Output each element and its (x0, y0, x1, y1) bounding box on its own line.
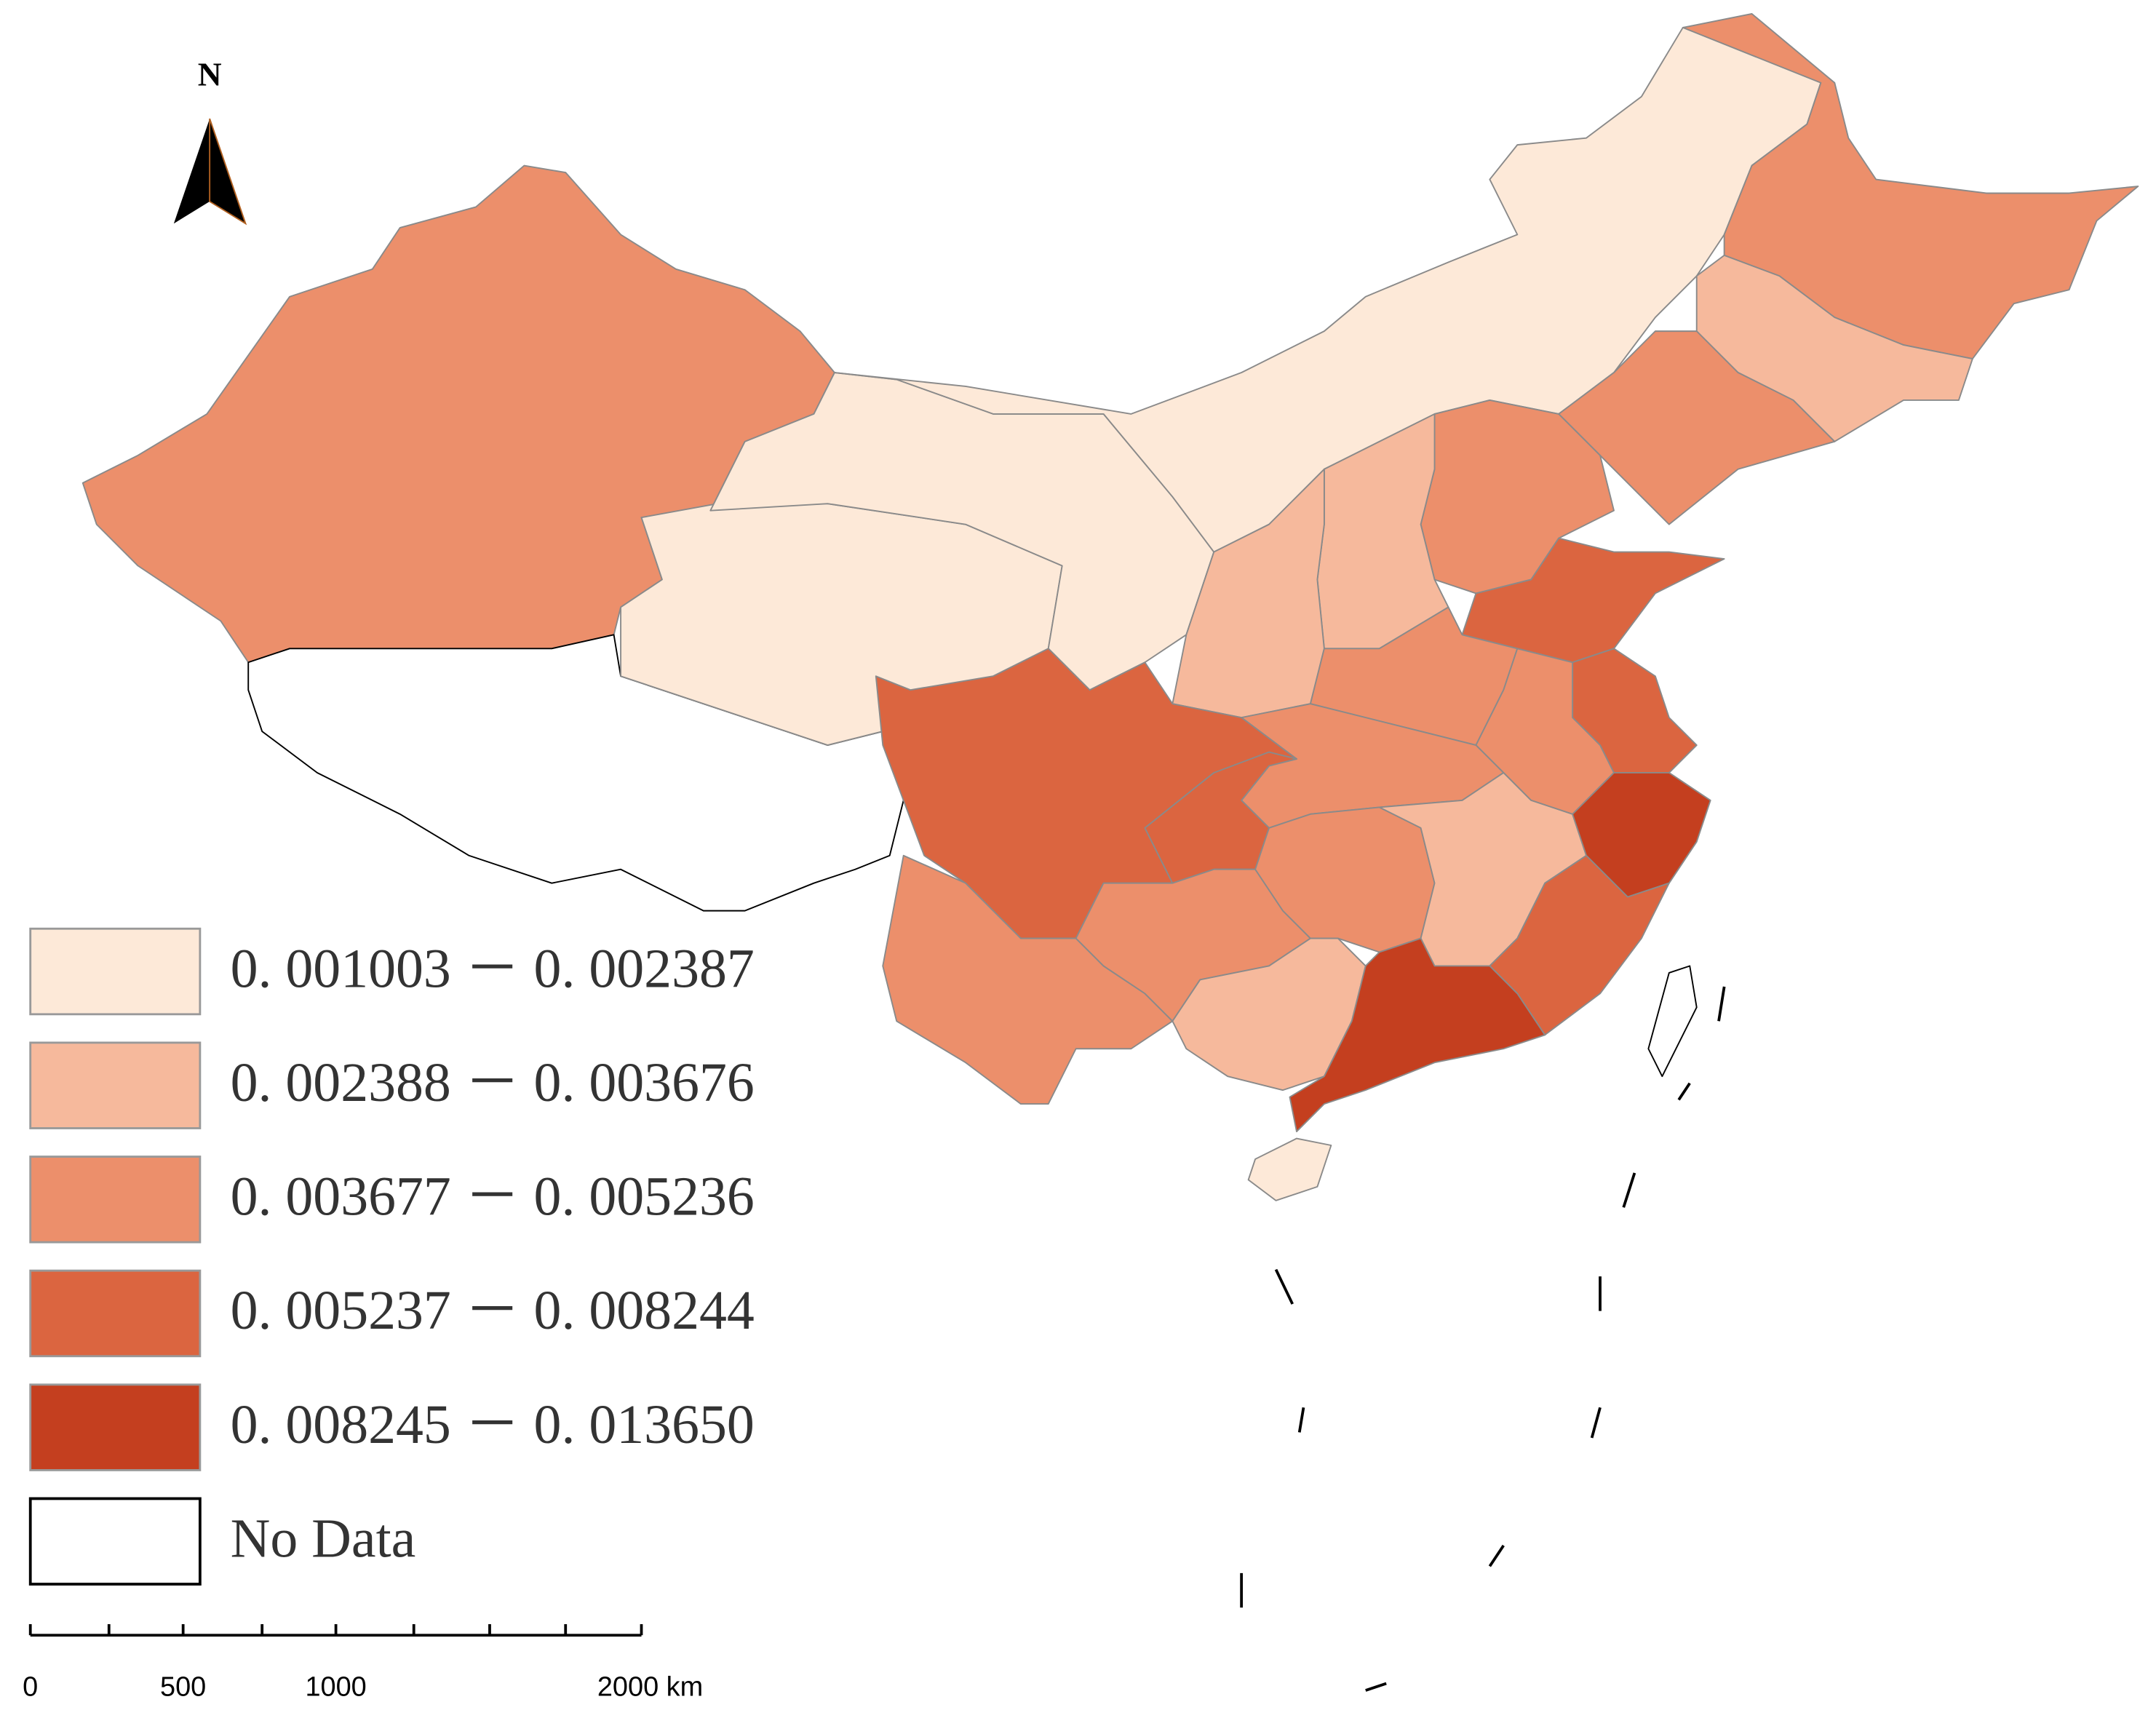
north-label: N (198, 56, 222, 93)
region (1682, 13, 2139, 360)
scale-label: 0 (23, 1672, 38, 1703)
region (1489, 854, 1670, 1036)
legend-swatch (29, 1269, 202, 1358)
region (1247, 1137, 1332, 1201)
region-no-data (247, 634, 904, 912)
legend-label: No Data (231, 1508, 416, 1569)
scale-label: 500 (160, 1672, 206, 1703)
legend-swatch (29, 1041, 202, 1129)
region-no-data (1647, 965, 1698, 1078)
legend-swatch (28, 1497, 202, 1586)
legend-label: 0. 002388 － 0. 003676 (231, 1052, 755, 1113)
legend-label: 0. 008245 － 0. 013650 (231, 1394, 755, 1455)
islands (1240, 986, 1726, 1692)
scale-label: 1000 (305, 1672, 366, 1703)
legend-swatch (29, 1383, 202, 1471)
regions (81, 13, 2139, 1201)
scale-bar: 0 500 1000 2000 km (23, 1624, 703, 1703)
north-arrow: N (173, 56, 247, 226)
region (1289, 937, 1546, 1132)
legend-label: 0. 001003 － 0. 002387 (231, 938, 755, 999)
scale-minor-ticks (107, 1624, 568, 1636)
legend: 0. 001003 － 0. 002387 0. 002388 － 0. 0036… (28, 927, 755, 1586)
legend-label: 0. 003677 － 0. 005236 (231, 1166, 755, 1228)
north-arrow-right (209, 118, 247, 226)
region (882, 854, 1174, 1105)
legend-swatch (29, 1156, 202, 1244)
legend-swatch (29, 927, 202, 1016)
north-arrow-left (173, 119, 210, 224)
legend-label: 0. 005237 － 0. 008244 (231, 1280, 755, 1341)
scale-label: 2000 km (597, 1672, 703, 1703)
